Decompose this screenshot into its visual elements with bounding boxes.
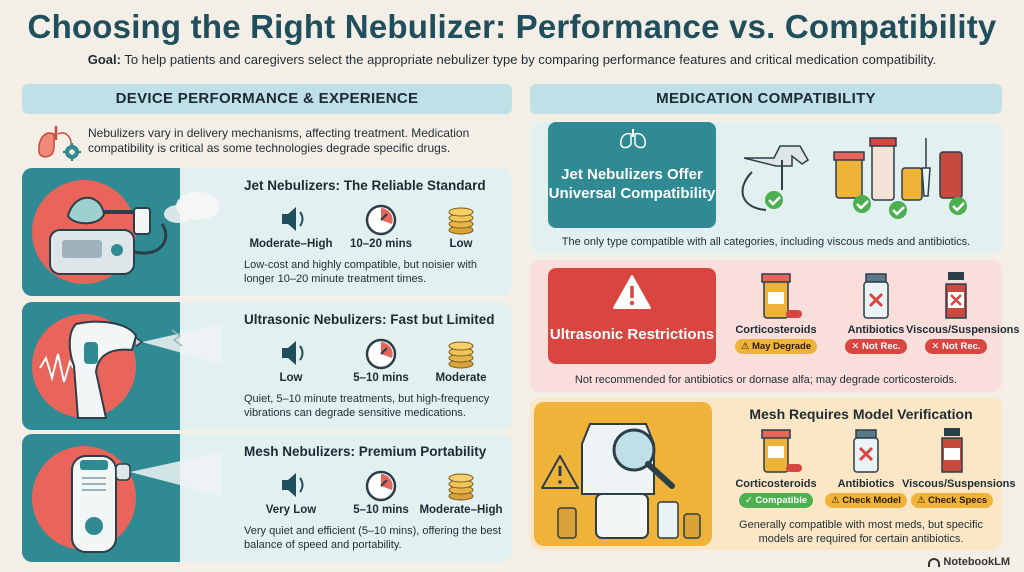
ultrasonic-cost-metric: Moderate (416, 336, 506, 384)
pill-bottle-icon (761, 273, 802, 319)
jet-card-title: Jet Nebulizers: The Reliable Standard (244, 178, 486, 193)
ultrasonic-time-label: 5–10 mins (353, 372, 409, 384)
vial-x-icon (853, 429, 879, 473)
card-ultrasonic-nebulizer: Ultrasonic Nebulizers: Fast but Limited … (22, 302, 512, 430)
card-ultrasonic-restrictions: Ultrasonic Restrictions Corticosteroids … (530, 260, 1020, 392)
lungs-gear-icon (38, 126, 81, 161)
mesh-device-magnifier-icon (534, 402, 712, 546)
card-mesh-nebulizer: Mesh Nebulizers: Premium Portability Ver… (22, 434, 512, 562)
timer-icon (365, 338, 397, 370)
mesh-cost-metric: Moderate–High (416, 468, 506, 516)
mesh-nebulizer-icon (71, 452, 222, 553)
ultrasonic-med-label-antibiotics: Antibiotics (847, 324, 905, 336)
mesh-card-title: Mesh Nebulizers: Premium Portability (244, 444, 487, 459)
jet-compat-title-box: Jet Nebulizers Offer Universal Compatibi… (548, 122, 716, 228)
mesh-med-viscous: Viscous/Suspensions ⚠ Check Specs (902, 426, 1016, 508)
timer-icon (365, 470, 397, 502)
mesh-cost-label: Moderate–High (419, 504, 503, 516)
goal-text: To help patients and caregivers select t… (120, 52, 937, 67)
ultrasonic-cost-label: Moderate (435, 372, 487, 384)
mesh-noise-metric: Very Low (246, 468, 336, 516)
ultrasonic-card-title: Ultrasonic Nebulizers: Fast but Limited (244, 312, 495, 327)
ultrasonic-restrictions-footnote: Not recommended for antibiotics or dorna… (574, 374, 958, 386)
jet-noise-metric: Moderate–High (246, 202, 336, 250)
mesh-noise-label: Very Low (265, 504, 317, 516)
jet-card-description: Low-cost and highly compatible, but nois… (244, 259, 477, 285)
page-title: Choosing the Right Nebulizer: Performanc… (27, 8, 997, 45)
brand-name: NotebookLM (943, 556, 1010, 568)
mesh-verification-footnote: Generally compatible with most meds, but… (739, 519, 983, 545)
ultrasonic-noise-label: Low (279, 372, 303, 384)
ultrasonic-med-antibiotics: Antibiotics ✕ Not Rec. (826, 270, 926, 354)
brand-watermark: NotebookLM (928, 556, 1010, 568)
mesh-time-metric: 5–10 mins (336, 468, 426, 516)
mesh-time-label: 5–10 mins (353, 504, 409, 516)
jet-compat-footnote: The only type compatible with all catego… (561, 236, 971, 248)
speaker-icon (282, 473, 304, 497)
lungs-icon (620, 129, 646, 149)
right-column-heading: MEDICATION COMPATIBILITY (530, 84, 1002, 114)
coins-icon (448, 207, 474, 235)
ultrasonic-med-label-viscous: Viscous/Suspensions (906, 324, 1020, 336)
jet-compat-title: Jet Nebulizers Offer Universal Compatibi… (548, 166, 716, 202)
warning-icon (613, 275, 651, 309)
jet-nebulizer-icon (49, 192, 220, 275)
mesh-card-description: Very quiet and efficient (5–10 mins), of… (244, 525, 502, 551)
card-mesh-verification: Mesh Requires Model Verification Cortico… (530, 398, 1016, 550)
jet-noise-label: Moderate–High (249, 238, 333, 250)
mesh-med-corticosteroids: Corticosteroids ✓ Compatible (726, 426, 826, 508)
jet-time-metric: 10–20 mins (336, 202, 426, 250)
ultrasonic-restrictions-title: Ultrasonic Restrictions (549, 325, 715, 343)
ultrasonic-badge-viscous: ✕ Not Rec. (925, 339, 987, 354)
intro-text: Nebulizers vary in delivery mechanisms, … (88, 126, 470, 155)
mesh-med-label-corticosteroids: Corticosteroids (735, 478, 817, 490)
pill-bottle-icon (761, 429, 802, 473)
ultrasonic-card-description: Quiet, 5–10 minute treatments, but high-… (244, 393, 490, 419)
brand-logo-icon (928, 557, 941, 567)
speaker-icon (282, 341, 304, 365)
jet-time-label: 10–20 mins (349, 238, 412, 250)
ultrasonic-med-viscous: Viscous/Suspensions ✕ Not Rec. (906, 270, 1020, 354)
mesh-badge-antibiotics: ⚠ Check Model (825, 493, 907, 508)
goal-label: Goal: (87, 52, 121, 67)
jet-cost-metric: Low (416, 202, 506, 250)
card-jet-nebulizer: Jet Nebulizers: The Reliable Standard Mo… (22, 168, 512, 296)
mesh-badge-viscous: ⚠ Check Specs (910, 493, 994, 508)
mesh-med-label-antibiotics: Antibiotics (837, 478, 895, 490)
bottle-x-icon (945, 272, 967, 319)
ultrasonic-badge-antibiotics: ✕ Not Rec. (845, 339, 907, 354)
ultrasonic-noise-metric: Low (246, 336, 336, 384)
mesh-verification-title: Mesh Requires Model Verification (749, 406, 973, 422)
timer-icon (365, 204, 397, 236)
speaker-icon (282, 207, 304, 231)
goal-statement: Goal: To help patients and caregivers se… (0, 52, 1024, 67)
bottle-icon (941, 428, 963, 473)
ultrasonic-nebulizer-icon (39, 320, 222, 419)
coins-icon (448, 341, 474, 369)
ultrasonic-med-label-corticosteroids: Corticosteroids (735, 324, 817, 336)
ultrasonic-time-metric: 5–10 mins (336, 336, 426, 384)
card-jet-compatibility: Jet Nebulizers Offer Universal Compatibi… (530, 122, 1002, 254)
jet-cost-label: Low (449, 238, 473, 250)
mesh-med-antibiotics: Antibiotics ⚠ Check Model (816, 426, 916, 508)
intro-block: Nebulizers vary in delivery mechanisms, … (30, 122, 510, 166)
vial-x-icon (863, 273, 889, 319)
coins-icon (448, 473, 474, 501)
ultrasonic-med-corticosteroids: Corticosteroids ⚠ May Degrade (726, 270, 826, 354)
ultrasonic-badge-corticosteroids: ⚠ May Degrade (734, 339, 818, 354)
mesh-badge-corticosteroids: ✓ Compatible (738, 493, 814, 508)
jet-meds-checkmark-icon (741, 137, 967, 219)
left-column-heading: DEVICE PERFORMANCE & EXPERIENCE (22, 84, 512, 114)
mesh-med-label-viscous: Viscous/Suspensions (902, 478, 1016, 490)
